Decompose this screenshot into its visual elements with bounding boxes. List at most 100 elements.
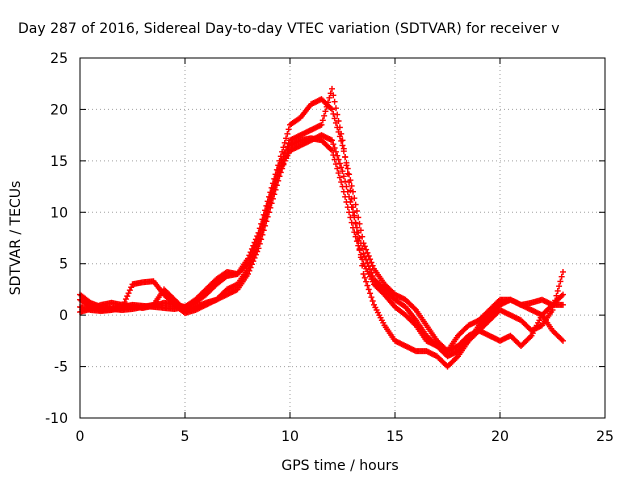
y-axis-title: SDTVAR / TECUs: [8, 181, 24, 296]
data-point: [335, 156, 342, 163]
data-point: [338, 164, 345, 171]
data-point: [125, 290, 132, 297]
data-point: [357, 240, 364, 247]
data-point: [260, 222, 267, 229]
data-point: [556, 283, 563, 290]
data-point: [353, 224, 360, 231]
data-point: [318, 121, 325, 128]
data-point: [284, 143, 291, 150]
x-axis-title: GPS time / hours: [281, 458, 398, 474]
series-trace-b: [77, 135, 566, 355]
data-point: [355, 229, 362, 236]
data-point: [331, 115, 338, 122]
data-point: [367, 290, 374, 297]
data-point: [350, 209, 356, 216]
y-tick-label: -10: [45, 411, 68, 427]
data-point: [360, 250, 367, 257]
axis-ticks: 0 5 10 15 20 25 -10 -5 0 5 10 15 20 25: [45, 51, 614, 445]
data-point: [325, 99, 332, 106]
data-point: [359, 245, 366, 252]
data-point: [263, 213, 270, 220]
data-point: [246, 262, 253, 269]
data-point: [352, 219, 359, 226]
data-point: [245, 265, 251, 272]
data-point: [332, 105, 339, 112]
data-point: [326, 94, 333, 101]
x-tick-label: 5: [181, 429, 190, 445]
y-tick-label: 0: [59, 308, 68, 324]
data-point: [353, 208, 360, 214]
x-tick-label: 15: [386, 429, 404, 445]
data-point: [334, 111, 341, 118]
data-point: [285, 140, 292, 147]
data-point: [363, 246, 370, 253]
data-point: [369, 298, 376, 304]
chart-title: Day 287 of 2016, Sidereal Day-to-day VTE…: [18, 21, 560, 37]
data-point: [259, 226, 266, 233]
data-point: [558, 273, 565, 280]
data-point: [272, 181, 279, 188]
data-point: [269, 190, 276, 197]
data-point: [339, 142, 346, 149]
data-point: [321, 112, 328, 119]
data-point: [266, 204, 272, 211]
y-tick-label: 25: [50, 51, 68, 67]
x-tick-label: 20: [491, 429, 509, 445]
data-point: [560, 301, 566, 308]
data-point: [340, 173, 347, 180]
y-tick-label: 10: [50, 205, 68, 221]
data-point: [332, 148, 339, 155]
data-point: [365, 263, 372, 270]
data-point: [329, 106, 335, 113]
data-point: [330, 92, 337, 99]
data-point: [336, 160, 343, 167]
data-point: [323, 103, 330, 110]
x-tick-label: 0: [76, 429, 85, 445]
data-point: [330, 141, 337, 148]
data-point: [254, 243, 261, 250]
data-point: [267, 199, 274, 206]
data-point: [251, 249, 258, 256]
data-point: [258, 231, 265, 238]
data-point: [329, 85, 335, 92]
data-point: [339, 137, 346, 144]
data-point: [331, 145, 338, 151]
data-point: [342, 154, 349, 160]
data-point: [339, 168, 346, 175]
data-point: [124, 293, 131, 300]
data-point: [554, 287, 561, 294]
data-point: [340, 145, 347, 152]
data-point: [342, 178, 349, 185]
data-point: [268, 195, 275, 202]
data-point: [365, 286, 372, 293]
data-point: [367, 266, 374, 273]
data-point: [352, 233, 359, 240]
data-point: [368, 294, 375, 301]
data-point: [335, 118, 342, 124]
data-point: [248, 256, 255, 263]
y-tick-label: 20: [50, 102, 68, 118]
data-point: [126, 287, 133, 294]
data-point: [262, 217, 269, 224]
data-point: [368, 269, 375, 276]
data-point: [344, 188, 351, 195]
series-trace-d: [77, 132, 566, 360]
data-point: [338, 130, 345, 137]
data-point: [557, 278, 564, 285]
plot-frame: [79, 57, 606, 419]
grid: [80, 58, 605, 418]
series-trace-c: [77, 85, 566, 370]
data-point: [560, 268, 566, 275]
data-point: [122, 296, 129, 303]
data-point: [344, 165, 351, 172]
data-point: [361, 253, 368, 260]
data-point: [351, 214, 358, 221]
x-tick-label: 25: [596, 429, 614, 445]
data-point: [359, 262, 366, 269]
data-point: [264, 208, 271, 215]
data-point: [363, 256, 370, 263]
data-point: [346, 193, 353, 200]
data-point: [348, 182, 355, 189]
data-point: [560, 337, 566, 344]
